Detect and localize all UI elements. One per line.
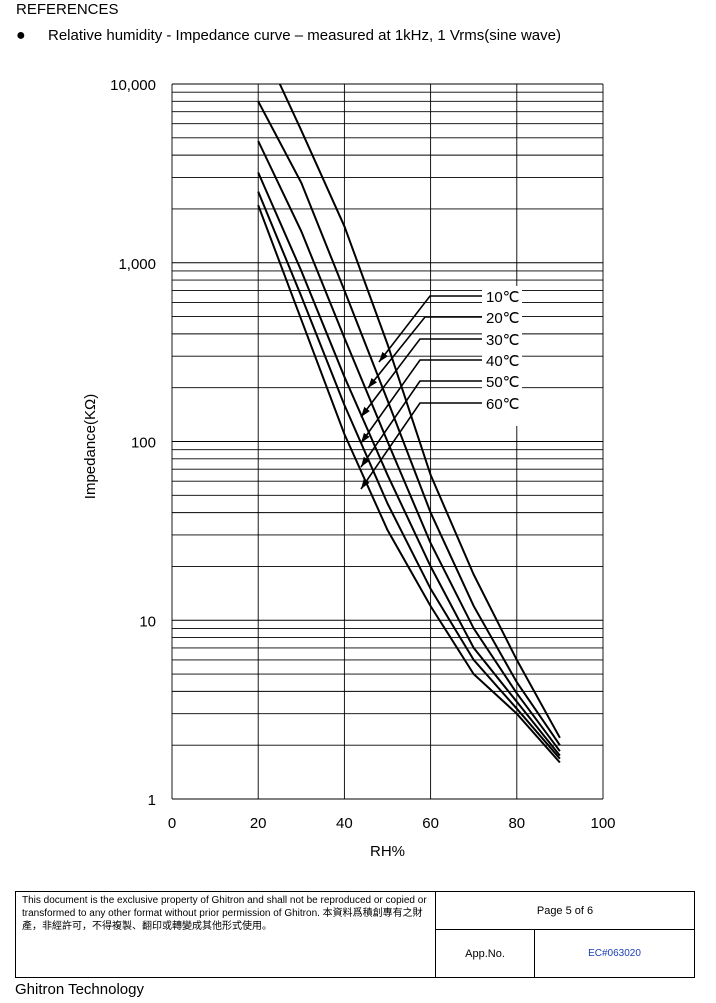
x-tick-label: 80 xyxy=(508,815,525,832)
legend-leader-5 xyxy=(360,380,482,468)
legend-box xyxy=(482,286,522,426)
series-line-1 xyxy=(278,83,561,739)
footer-table: This document is the exclusive property … xyxy=(15,891,695,978)
y-tick-label: 1,000 xyxy=(118,256,156,273)
legend-arrowhead-5 xyxy=(361,456,370,467)
section-title: REFERENCES xyxy=(16,1,119,18)
legend-arrowhead-2 xyxy=(368,378,377,388)
legend-arrowhead-6 xyxy=(361,478,370,489)
legend-leader-3 xyxy=(360,338,482,418)
chart-subtitle: Relative humidity - Impedance curve – me… xyxy=(48,27,561,44)
x-tick-label: 100 xyxy=(590,815,615,832)
series-line-6 xyxy=(257,204,561,764)
legend-label-3: 30℃ xyxy=(486,332,520,349)
legend-label-5: 50℃ xyxy=(486,374,520,391)
app-no-label: App.No. xyxy=(436,930,535,977)
x-tick-label: 40 xyxy=(336,815,353,832)
y-tick-label: 10 xyxy=(139,613,156,630)
series-line-4 xyxy=(257,172,561,757)
legend-label-1: 10℃ xyxy=(486,289,520,306)
y-tick-label: 10,000 xyxy=(110,77,156,94)
series-line-3 xyxy=(257,140,561,752)
series-line-5 xyxy=(257,191,561,760)
legend-label-4: 40℃ xyxy=(486,353,520,370)
legend-label-2: 20℃ xyxy=(486,310,520,327)
legend-leader-1 xyxy=(378,295,482,363)
x-tick-label: 20 xyxy=(250,815,267,832)
x-axis-label: RH% xyxy=(370,843,405,860)
y-tick-label: 1 xyxy=(148,792,156,809)
company-name: Ghitron Technology xyxy=(15,981,144,998)
x-tick-label: 60 xyxy=(422,815,439,832)
ec-number: EC#063020 xyxy=(588,948,641,959)
series-line-2 xyxy=(257,100,561,746)
copyright-notice: This document is the exclusive property … xyxy=(16,892,436,977)
legend-leader-6 xyxy=(360,402,482,490)
legend-arrowhead-3 xyxy=(361,406,370,417)
x-tick-label: 0 xyxy=(168,815,176,832)
legend-arrowhead-4 xyxy=(361,432,370,443)
y-tick-label: 100 xyxy=(131,435,156,452)
impedance-chart: 1 10 100 1,000 10,000 0 20 40 60 80 100 RH% Impedanc… xyxy=(82,77,616,860)
page-number: Page 5 of 6 xyxy=(436,892,694,930)
y-axis-label: Impedance(KΩ) xyxy=(82,394,99,499)
legend-label-6: 60℃ xyxy=(486,396,520,413)
bullet-icon: ● xyxy=(16,27,26,44)
legend-leader-4 xyxy=(360,359,482,444)
legend-leader-2 xyxy=(367,316,482,389)
legend-arrowhead-1 xyxy=(379,351,388,362)
